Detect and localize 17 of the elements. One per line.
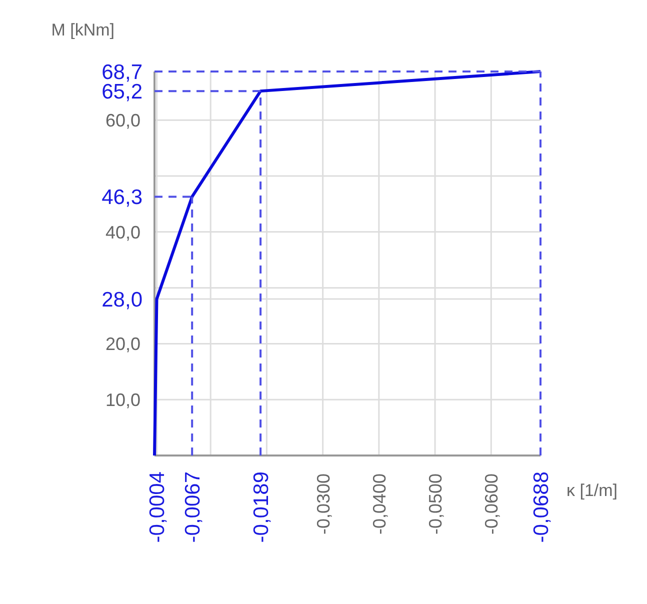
x-tick-label: -0,0500 — [426, 473, 446, 535]
x-axis-title: κ [1/m] — [566, 481, 618, 500]
x-tick-label: -0,0004 — [146, 471, 170, 543]
y-tick-label: 10,0 — [105, 390, 141, 410]
y-tick-label: 60,0 — [105, 110, 141, 131]
x-tick-label: -0,0300 — [313, 473, 334, 535]
y-axis-title: M [kNm] — [51, 20, 115, 40]
x-tick-label: -0,0600 — [482, 473, 502, 535]
y-tick-label: 20,0 — [105, 334, 141, 354]
line-series — [153, 70, 542, 457]
ref-line-label: -0,0688 — [530, 471, 553, 543]
ref-line-label: 46,3 — [102, 186, 143, 210]
y-tick-label: 28,0 — [102, 288, 143, 312]
x-tick-label: -0,0400 — [369, 473, 390, 535]
ref-line-label: -0,0189 — [250, 471, 274, 543]
ref-line-label: -0,0067 — [182, 471, 205, 543]
y-tick-label: 40,0 — [105, 222, 141, 242]
